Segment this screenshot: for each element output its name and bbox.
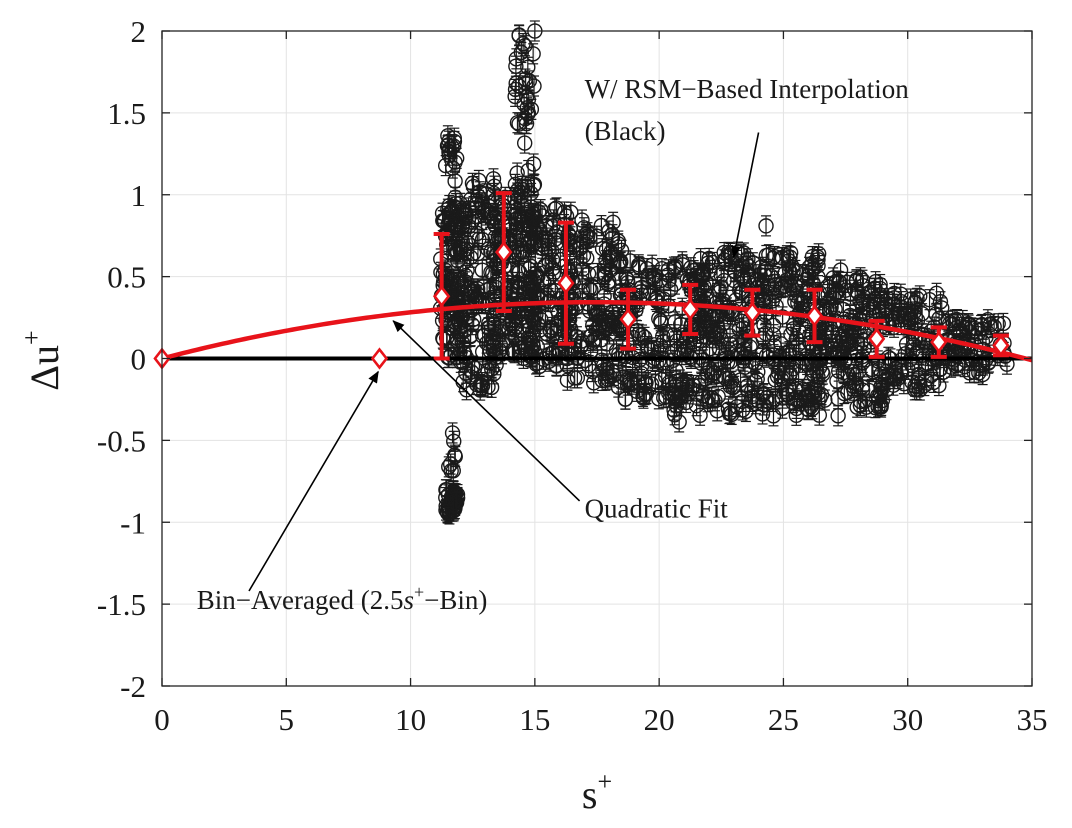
x-tick-label: 30 bbox=[892, 702, 923, 737]
y-tick-label: -0.5 bbox=[97, 423, 146, 458]
annotation-bin-averaged: Bin−Averaged (2.5s+−Bin) bbox=[197, 582, 488, 615]
y-axis-label: Δu+ bbox=[17, 330, 67, 390]
y-tick-label: 1.5 bbox=[107, 96, 146, 131]
y-tick-label: -1 bbox=[120, 505, 146, 540]
x-tick-label: 0 bbox=[154, 702, 170, 737]
y-tick-label: -1.5 bbox=[97, 587, 146, 622]
annotation-quadratic-fit: Quadratic Fit bbox=[585, 493, 729, 523]
scatter-point bbox=[767, 315, 781, 335]
x-tick-label: 25 bbox=[768, 702, 799, 737]
x-tick-label: 5 bbox=[279, 702, 295, 737]
annotation-rsm-interpolation: W/ RSM−Based Interpolation bbox=[585, 74, 910, 104]
y-tick-label: 0 bbox=[131, 342, 147, 377]
x-tick-label: 35 bbox=[1017, 702, 1048, 737]
arrow-bin-averaged bbox=[249, 372, 378, 591]
x-tick-label: 20 bbox=[644, 702, 675, 737]
x-tick-label: 10 bbox=[395, 702, 426, 737]
scatter-point bbox=[447, 431, 461, 451]
scatter-point bbox=[759, 216, 773, 236]
annotation-rsm-interpolation-line2: (Black) bbox=[585, 116, 666, 146]
x-axis-label: s+ bbox=[582, 767, 612, 817]
bin-averaged-point bbox=[373, 350, 387, 368]
x-tick-label: 15 bbox=[519, 702, 550, 737]
scatter-point bbox=[518, 133, 532, 153]
y-tick-label: -2 bbox=[120, 669, 146, 704]
y-tick-label: 2 bbox=[131, 14, 147, 49]
y-tick-label: 0.5 bbox=[107, 260, 146, 295]
y-tick-label: 1 bbox=[131, 178, 147, 213]
